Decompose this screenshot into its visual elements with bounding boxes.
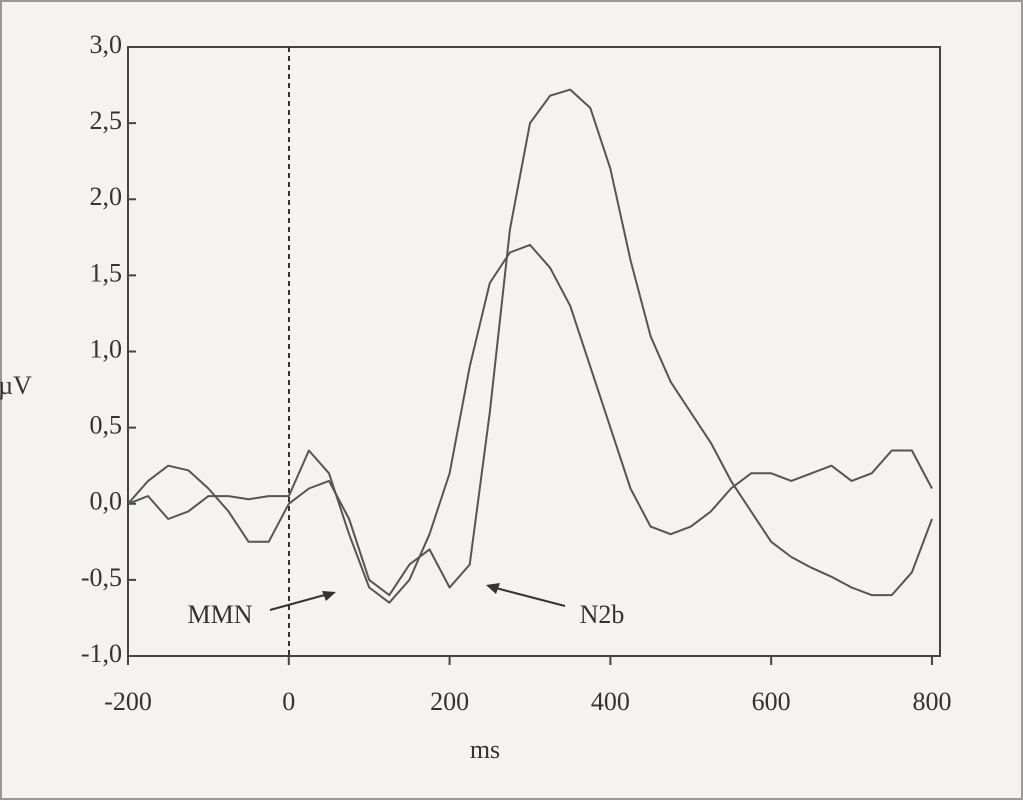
annotation: N2b [580,600,625,629]
x-tick-label: 400 [591,687,630,716]
y-tick-label: 0,0 [90,487,123,516]
annotation-arrowhead [322,591,336,601]
x-tick-label: 200 [430,687,469,716]
annotation: MMN [187,600,252,629]
x-tick-label: 0 [282,687,295,716]
y-tick-label: 0,5 [90,411,123,440]
x-axis-label: ms [470,735,500,764]
data-line [127,88,933,597]
y-tick-label: 1,0 [90,334,123,363]
x-tick-label: 800 [912,687,951,716]
y-axis-label: µV [0,371,32,400]
data-line [127,243,933,604]
x-tick-label: 600 [752,687,791,716]
annotation-arrow [491,586,566,607]
y-tick-label: -0,5 [81,563,122,592]
annotation-arrow [269,592,333,611]
y-tick-label: 1,5 [90,258,123,287]
x-tick-label: -200 [104,687,152,716]
y-tick-label: -1,0 [81,639,122,668]
y-tick-label: 3,0 [90,30,123,59]
y-tick-label: 2,5 [90,106,123,135]
annotation-arrowhead [486,583,500,594]
y-tick-label: 2,0 [90,182,123,211]
